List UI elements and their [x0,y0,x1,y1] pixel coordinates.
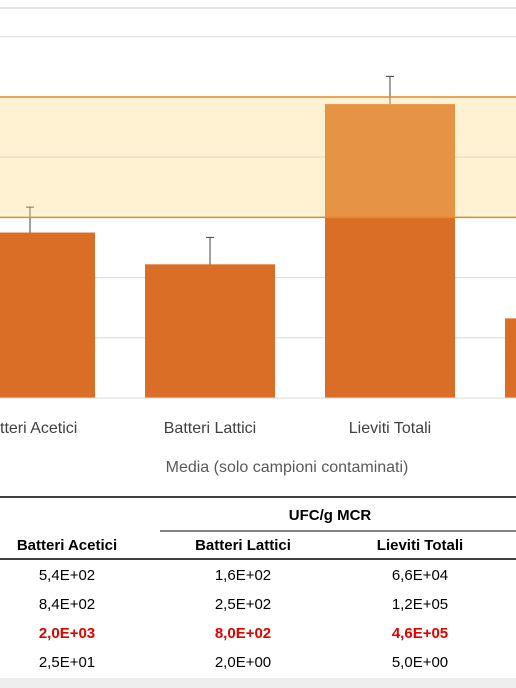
x-tick-label: Lieviti Totali [349,420,431,437]
table-cell: 2,0E+00 [215,654,271,671]
error-bar [386,75,394,105]
bar [0,232,95,398]
column-header: Lieviti Totali [377,537,463,554]
bar [145,264,275,398]
table-cell: 4,6E+05 [392,625,448,642]
table-cell: 1,2E+05 [392,596,448,613]
x-tick-label: tteri Acetici [0,420,77,437]
table-cell: 2,5E+02 [215,596,271,613]
error-bar [26,206,34,233]
column-header: Batteri Acetici [17,537,117,554]
table-cell: 1,6E+02 [215,567,271,584]
table-cell: 2,0E+03 [39,625,95,642]
column-header: Batteri Lattici [195,537,291,554]
x-axis-label: Media (solo campioni contaminati) [166,459,409,476]
bar [325,104,455,399]
table-cell: 8,0E+02 [215,625,271,642]
bottom-strip [0,678,516,688]
group-header: UFC/g MCR [289,507,372,524]
error-bar [206,236,214,265]
bar [505,318,516,398]
table-cell: 8,4E+02 [39,596,95,613]
table-cell: 2,5E+01 [39,654,95,671]
x-tick-label: Batteri Lattici [164,420,256,437]
shaded-range [0,96,516,218]
table-cell: 5,4E+02 [39,567,95,584]
table-cell: 6,6E+04 [392,567,448,584]
table-cell: 5,0E+00 [392,654,448,671]
